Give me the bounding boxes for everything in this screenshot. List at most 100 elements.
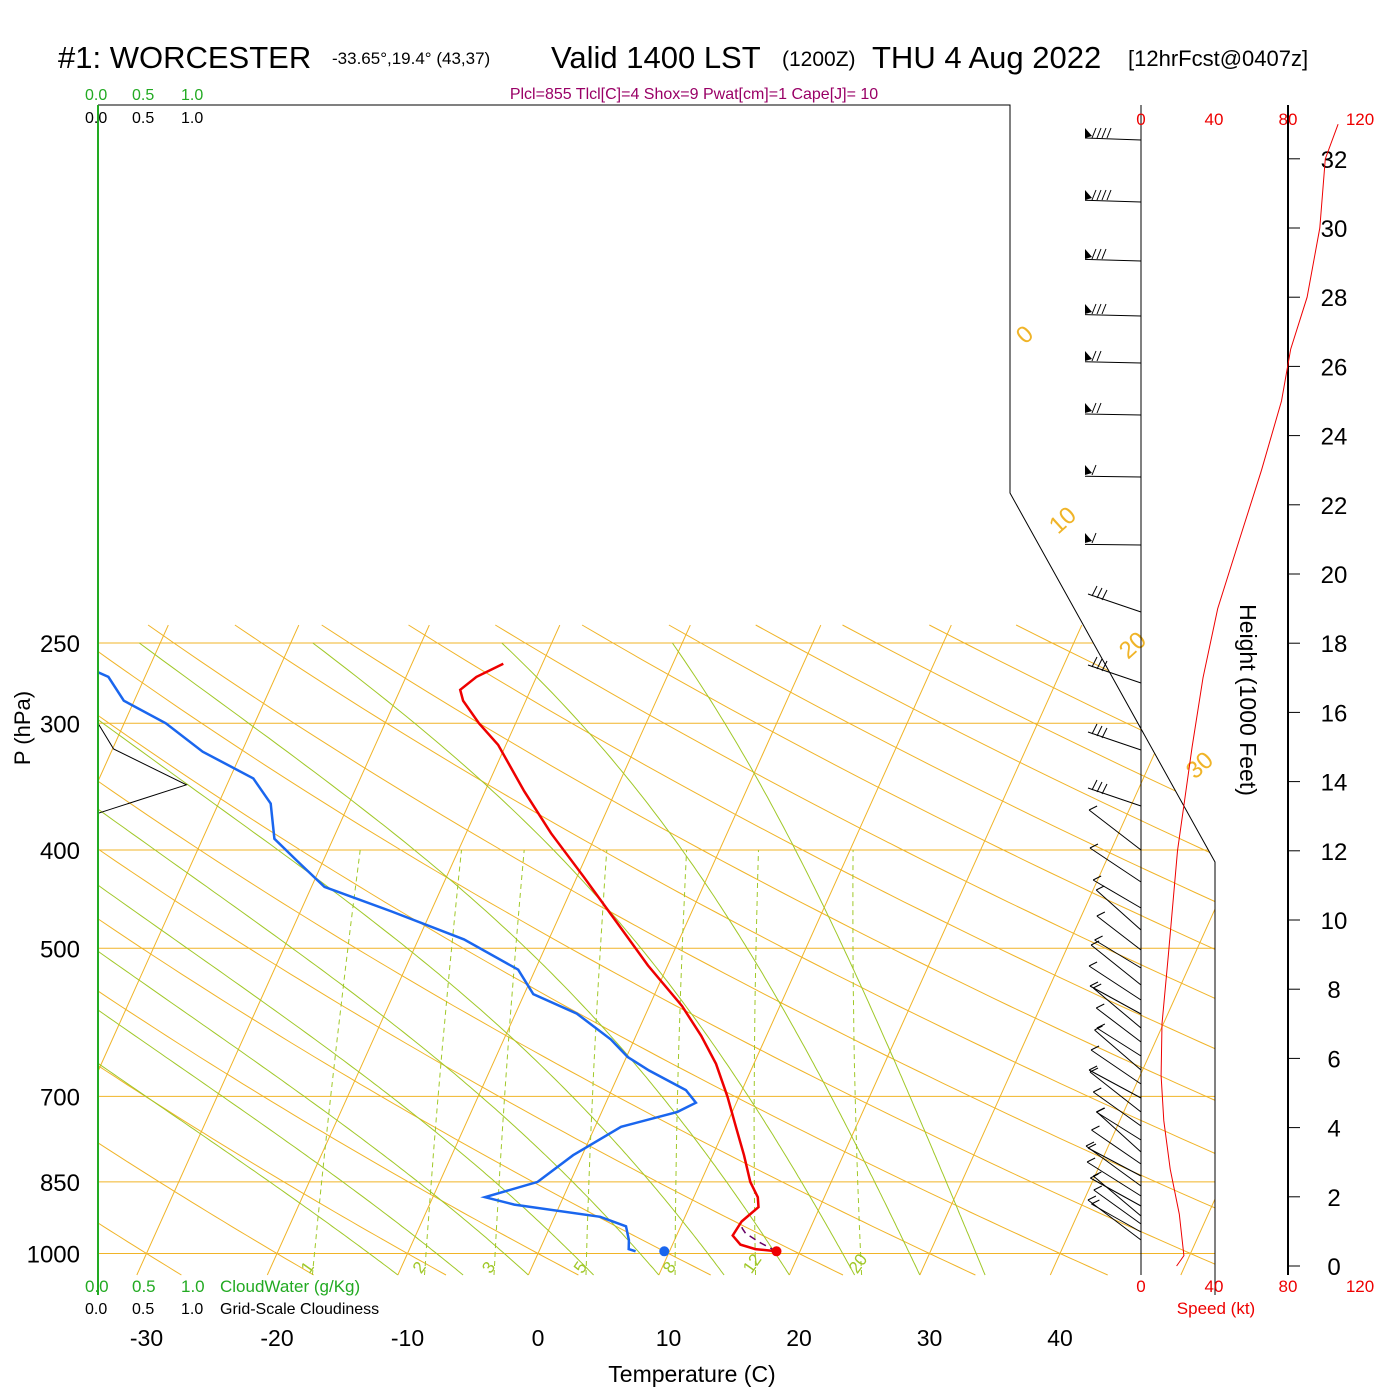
- isotherm-line: [98, 624, 300, 1276]
- barb-feather: [1096, 189, 1102, 201]
- wind-barb: [1090, 1045, 1142, 1085]
- height-tick-label: 10: [1321, 908, 1348, 935]
- cloud-bottom-label: 0.0: [85, 1277, 109, 1296]
- moist-adiabat: [98, 642, 464, 1276]
- temperature-tick-label: 20: [786, 1325, 812, 1351]
- barb-feather: [1096, 1023, 1106, 1029]
- y-axis-title: P (hPa): [10, 691, 35, 765]
- barb-pennant: [1085, 304, 1092, 314]
- dry-adiabat: [98, 624, 1108, 1276]
- moist-adiabat: [98, 642, 529, 1276]
- barb-feather: [1093, 1087, 1102, 1093]
- dry-adiabat: [98, 624, 976, 1276]
- barb-feather: [1101, 589, 1108, 601]
- title-block: #1: WORCESTER -33.65°,19.4° (43,37) Vali…: [58, 40, 1308, 103]
- dry-adiabat: [668, 624, 1215, 1276]
- mixing-ratio-label: 20: [845, 1250, 871, 1276]
- cloud-top-label: 0.5: [132, 87, 154, 104]
- barb-staff: [1089, 985, 1142, 1015]
- height-tick-label: 4: [1327, 1116, 1340, 1143]
- barb-feather: [1091, 723, 1098, 735]
- mixing-ratio-label: 2: [409, 1258, 430, 1277]
- adiabat-label: 30: [1181, 747, 1219, 785]
- speed-tick-label: 0: [1136, 110, 1145, 129]
- cloud-scale-bottom: 0.0 0.5 1.0 CloudWater (g/Kg) 0.0 0.5 1.…: [85, 1277, 379, 1318]
- barb-feather: [1087, 1143, 1097, 1149]
- x-axis-title: Temperature (C): [608, 1361, 775, 1387]
- barb-feather: [1091, 1125, 1100, 1131]
- barb-feather: [1101, 303, 1107, 315]
- barb-feather: [1091, 779, 1098, 791]
- mixing-ratio-line: [674, 849, 688, 1275]
- barb-pennant: [1085, 403, 1092, 413]
- cloud-top-label: 1.0: [181, 87, 203, 104]
- barb-staff: [1087, 787, 1142, 807]
- barb-staff: [1089, 847, 1142, 883]
- dry-adiabat: [98, 624, 1215, 1276]
- speed-height-panel: 0040408080120120024681012141618202224262…: [1136, 105, 1374, 1296]
- mixing-ratio-line: [424, 849, 462, 1276]
- height-tick-label: 8: [1327, 977, 1340, 1004]
- barb-feather: [1096, 1107, 1106, 1113]
- height-tick-label: 6: [1327, 1046, 1340, 1073]
- height-axis-title: Height (1000 Feet): [1235, 604, 1261, 796]
- barb-feather: [1096, 781, 1103, 793]
- dry-adiabat: [495, 624, 1215, 1276]
- wind-barb: [1089, 1067, 1142, 1113]
- height-tick-label: 24: [1321, 424, 1348, 451]
- speed-tick-label: 0: [1136, 1277, 1145, 1296]
- thermo-grid: [98, 624, 1215, 1276]
- barb-feather: [1092, 983, 1102, 989]
- wind-barb: [1086, 1157, 1142, 1197]
- wind-barb: [1084, 248, 1142, 262]
- height-tick-label: 20: [1321, 562, 1348, 589]
- pressure-tick-label: 400: [40, 838, 80, 865]
- pressure-tick-label: 500: [40, 936, 80, 963]
- mixing-ratio-line: [311, 849, 361, 1276]
- zulu-time: (1200Z): [782, 48, 856, 71]
- surface-dewpoint-dot: [659, 1246, 670, 1257]
- barb-staff: [1094, 1029, 1142, 1071]
- barb-staff: [1084, 543, 1142, 546]
- barb-feather: [1091, 464, 1097, 476]
- barb-staff: [1093, 1175, 1142, 1217]
- barb-staff: [1095, 889, 1142, 931]
- dry-adiabat: [581, 624, 1215, 1276]
- wind-barb: [1084, 532, 1142, 546]
- barb-feather: [1092, 875, 1102, 881]
- speed-tick-label: 80: [1279, 110, 1298, 129]
- temperature-tick-label: 40: [1047, 1325, 1073, 1351]
- barb-pennant: [1085, 351, 1092, 361]
- barb-staff: [1096, 915, 1142, 951]
- cloudiness-bottom-label: 0.5: [132, 1301, 154, 1318]
- temperature-axis: -30 -20 -10 0 10 20 30 40: [130, 1325, 1073, 1351]
- barb-feather: [1091, 656, 1098, 668]
- barb-feather: [1091, 127, 1097, 139]
- cloud-bottom-label: 1.0: [181, 1277, 205, 1296]
- wind-barb: [1087, 656, 1142, 684]
- wind-barb: [1084, 189, 1142, 203]
- barb-feather: [1093, 1185, 1103, 1191]
- barb-staff: [1094, 939, 1142, 969]
- barb-staff: [1087, 1147, 1142, 1177]
- barb-staff: [1092, 879, 1142, 909]
- isotherm-line: [1180, 624, 1215, 1276]
- wind-barb: [1093, 1185, 1142, 1225]
- barb-staff: [1092, 1091, 1142, 1127]
- barb-feather: [1096, 1003, 1105, 1009]
- speed-tick-label: 40: [1205, 110, 1224, 129]
- barb-feather: [1091, 303, 1097, 315]
- moist-adiabat: [312, 642, 856, 1276]
- dry-adiabat: [408, 624, 1215, 1276]
- barb-feather: [1096, 658, 1103, 670]
- speed-tick-label: 120: [1346, 110, 1374, 129]
- barb-staff: [1087, 593, 1142, 613]
- moist-adiabat: [98, 642, 594, 1276]
- temperature-tick-label: 30: [917, 1325, 943, 1351]
- barb-feather: [1096, 911, 1106, 917]
- height-tick-label: 16: [1321, 700, 1348, 727]
- height-tick-label: 2: [1327, 1185, 1340, 1212]
- barb-feather: [1088, 1065, 1098, 1071]
- barb-staff: [1084, 137, 1142, 141]
